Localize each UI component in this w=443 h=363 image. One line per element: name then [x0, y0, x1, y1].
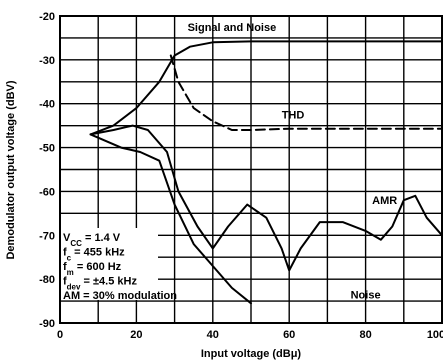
y-tick-label: -60 — [39, 186, 55, 198]
condition-line: fdev = ±4.5 kHz — [63, 276, 137, 292]
y-tick-label: -90 — [39, 318, 55, 330]
y-axis-title: Demodulator output voltage (dBV) — [5, 80, 17, 259]
condition-line: AM = 30% modulation — [63, 290, 177, 302]
x-tick-label: 60 — [283, 329, 295, 341]
curve-label: THD — [282, 110, 305, 122]
condition-line: fc = 455 kHz — [63, 247, 125, 263]
y-tick-label: -50 — [39, 143, 55, 155]
y-tick-label: -70 — [39, 230, 55, 242]
curve-label: Noise — [351, 289, 381, 301]
condition-line: fm = 600 Hz — [63, 261, 122, 277]
y-tick-label: -40 — [39, 99, 55, 111]
curve-label: Signal and Noise — [188, 22, 277, 34]
series-line-noise — [89, 133, 252, 305]
x-tick-label: 100 — [427, 329, 443, 341]
x-tick-label: 40 — [207, 329, 219, 341]
x-tick-label: 80 — [359, 329, 371, 341]
x-tick-label: 0 — [57, 329, 63, 341]
y-tick-label: -20 — [39, 11, 55, 23]
ticks: 0 20 40 60 80 100 -20 -30 -40 -50 -60 -70 -80 -90 — [39, 11, 443, 341]
condition-line: VCC = 1.4 V — [63, 232, 121, 248]
series-group — [89, 40, 443, 305]
series-line-amr — [89, 124, 443, 272]
conditions-box — [60, 228, 158, 300]
series-line-signal-and-noise — [89, 40, 443, 136]
x-axis-title: Input voltage (dBμ) — [201, 348, 302, 360]
y-tick-label: -30 — [39, 55, 55, 67]
y-tick-label: -80 — [39, 274, 55, 286]
curve-labels: Signal and Noise THD AMR Noise — [188, 22, 398, 302]
plot-frame — [59, 15, 443, 324]
series-line-thd — [169, 54, 443, 131]
x-tick-label: 20 — [130, 329, 142, 341]
curve-label: AMR — [372, 195, 397, 207]
